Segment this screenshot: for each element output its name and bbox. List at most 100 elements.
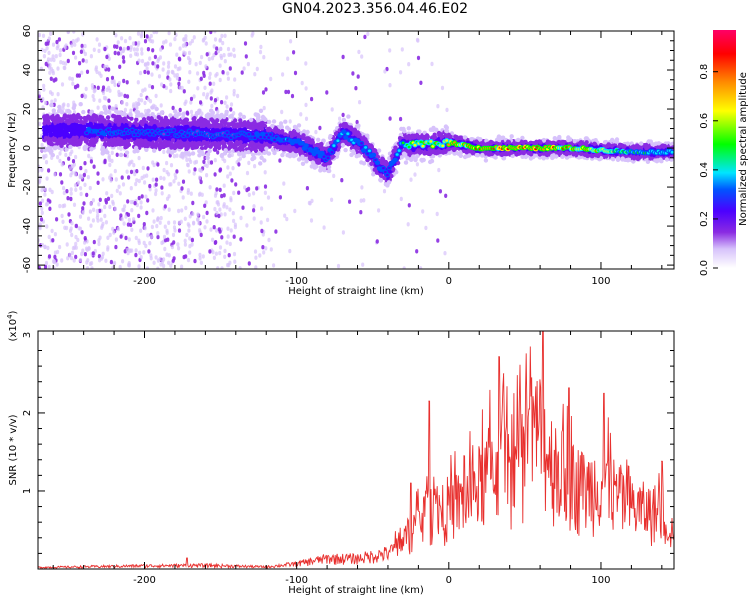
noise-speck <box>189 96 194 102</box>
noise-speck <box>41 33 46 38</box>
noise-speck <box>127 237 131 242</box>
noise-speck <box>282 181 286 186</box>
noise-speck <box>68 228 73 233</box>
noise-speck <box>78 61 82 66</box>
band-speck <box>87 115 92 121</box>
noise-speck <box>127 217 131 223</box>
noise-speck <box>232 92 236 97</box>
noise-speck <box>73 183 78 188</box>
noise-speck <box>110 75 115 81</box>
noise-speck <box>145 34 149 39</box>
noise-speck <box>69 173 73 178</box>
noise-speck <box>52 57 56 63</box>
noise-speck <box>42 87 46 92</box>
noise-speck <box>42 54 47 59</box>
noise-speck <box>135 47 139 52</box>
noise-speck <box>269 247 273 252</box>
band-speck <box>454 150 459 156</box>
noise-speck <box>137 178 141 184</box>
band-speck <box>219 119 225 124</box>
noise-speck <box>96 218 100 223</box>
noise-speck <box>76 83 80 89</box>
noise-speck <box>223 212 227 217</box>
noise-speck <box>162 40 166 45</box>
noise-speck <box>154 93 158 99</box>
noise-speck <box>45 224 49 229</box>
noise-speck <box>226 46 231 52</box>
band-speck <box>256 151 262 156</box>
noise-speck <box>58 158 62 164</box>
noise-speck <box>85 192 89 198</box>
noise-speck <box>107 56 111 61</box>
noise-speck <box>129 47 133 52</box>
noise-speck <box>108 105 112 110</box>
noise-speck <box>205 95 209 100</box>
noise-speck <box>440 85 445 91</box>
noise-speck <box>125 94 130 99</box>
band-speck <box>292 124 298 130</box>
noise-speck <box>40 47 44 53</box>
band-speck <box>163 115 168 121</box>
noise-speck <box>137 264 141 269</box>
noise-speck <box>72 31 76 34</box>
noise-speck <box>57 37 62 42</box>
noise-speck <box>42 83 46 89</box>
noise-speck <box>172 220 177 225</box>
noise-speck <box>201 254 205 259</box>
noise-speck <box>110 79 114 85</box>
band-speck <box>124 150 130 155</box>
noise-speck <box>105 77 110 82</box>
noise-speck <box>182 37 186 42</box>
noise-speck <box>358 100 362 105</box>
noise-speck <box>58 52 62 58</box>
noise-speck <box>351 71 355 76</box>
noise-speck <box>99 217 103 222</box>
noise-speck <box>92 47 96 52</box>
noise-speck <box>70 149 74 154</box>
noise-speck <box>46 201 50 206</box>
noise-speck <box>69 191 73 196</box>
band-speck <box>338 123 343 128</box>
noise-speck <box>252 204 256 209</box>
noise-speck <box>38 91 41 96</box>
noise-speck <box>200 54 204 60</box>
noise-speck <box>246 61 250 67</box>
noise-speck <box>280 109 284 115</box>
band-speck <box>150 112 155 117</box>
noise-speck <box>38 265 41 269</box>
noise-speck <box>116 51 121 56</box>
noise-speck <box>348 199 352 204</box>
noise-speck <box>355 119 359 125</box>
noise-speck <box>118 264 122 269</box>
noise-speck <box>43 244 47 249</box>
noise-speck <box>202 159 206 164</box>
noise-speck <box>212 44 216 49</box>
noise-speck <box>261 90 266 95</box>
noise-speck <box>172 240 176 245</box>
noise-speck <box>156 266 160 269</box>
noise-speck <box>91 251 95 256</box>
noise-speck <box>152 219 156 224</box>
noise-speck <box>84 168 88 174</box>
band-speck <box>395 160 401 166</box>
noise-speck <box>163 246 167 252</box>
band-speck <box>520 135 525 141</box>
noise-speck <box>435 211 439 217</box>
noise-speck <box>239 215 243 221</box>
noise-speck <box>289 39 293 44</box>
noise-speck <box>51 70 56 76</box>
noise-speck <box>74 55 78 60</box>
noise-speck <box>314 129 318 135</box>
noise-speck <box>69 196 73 202</box>
noise-speck <box>89 54 93 59</box>
band-speck <box>283 119 288 124</box>
noise-speck <box>157 74 162 79</box>
noise-speck <box>162 176 166 181</box>
noise-speck <box>147 249 151 254</box>
noise-speck <box>214 73 218 78</box>
noise-speck <box>241 205 245 210</box>
band-speck <box>318 168 323 173</box>
noise-speck <box>91 218 95 223</box>
noise-speck <box>167 207 171 212</box>
noise-speck <box>354 86 358 91</box>
